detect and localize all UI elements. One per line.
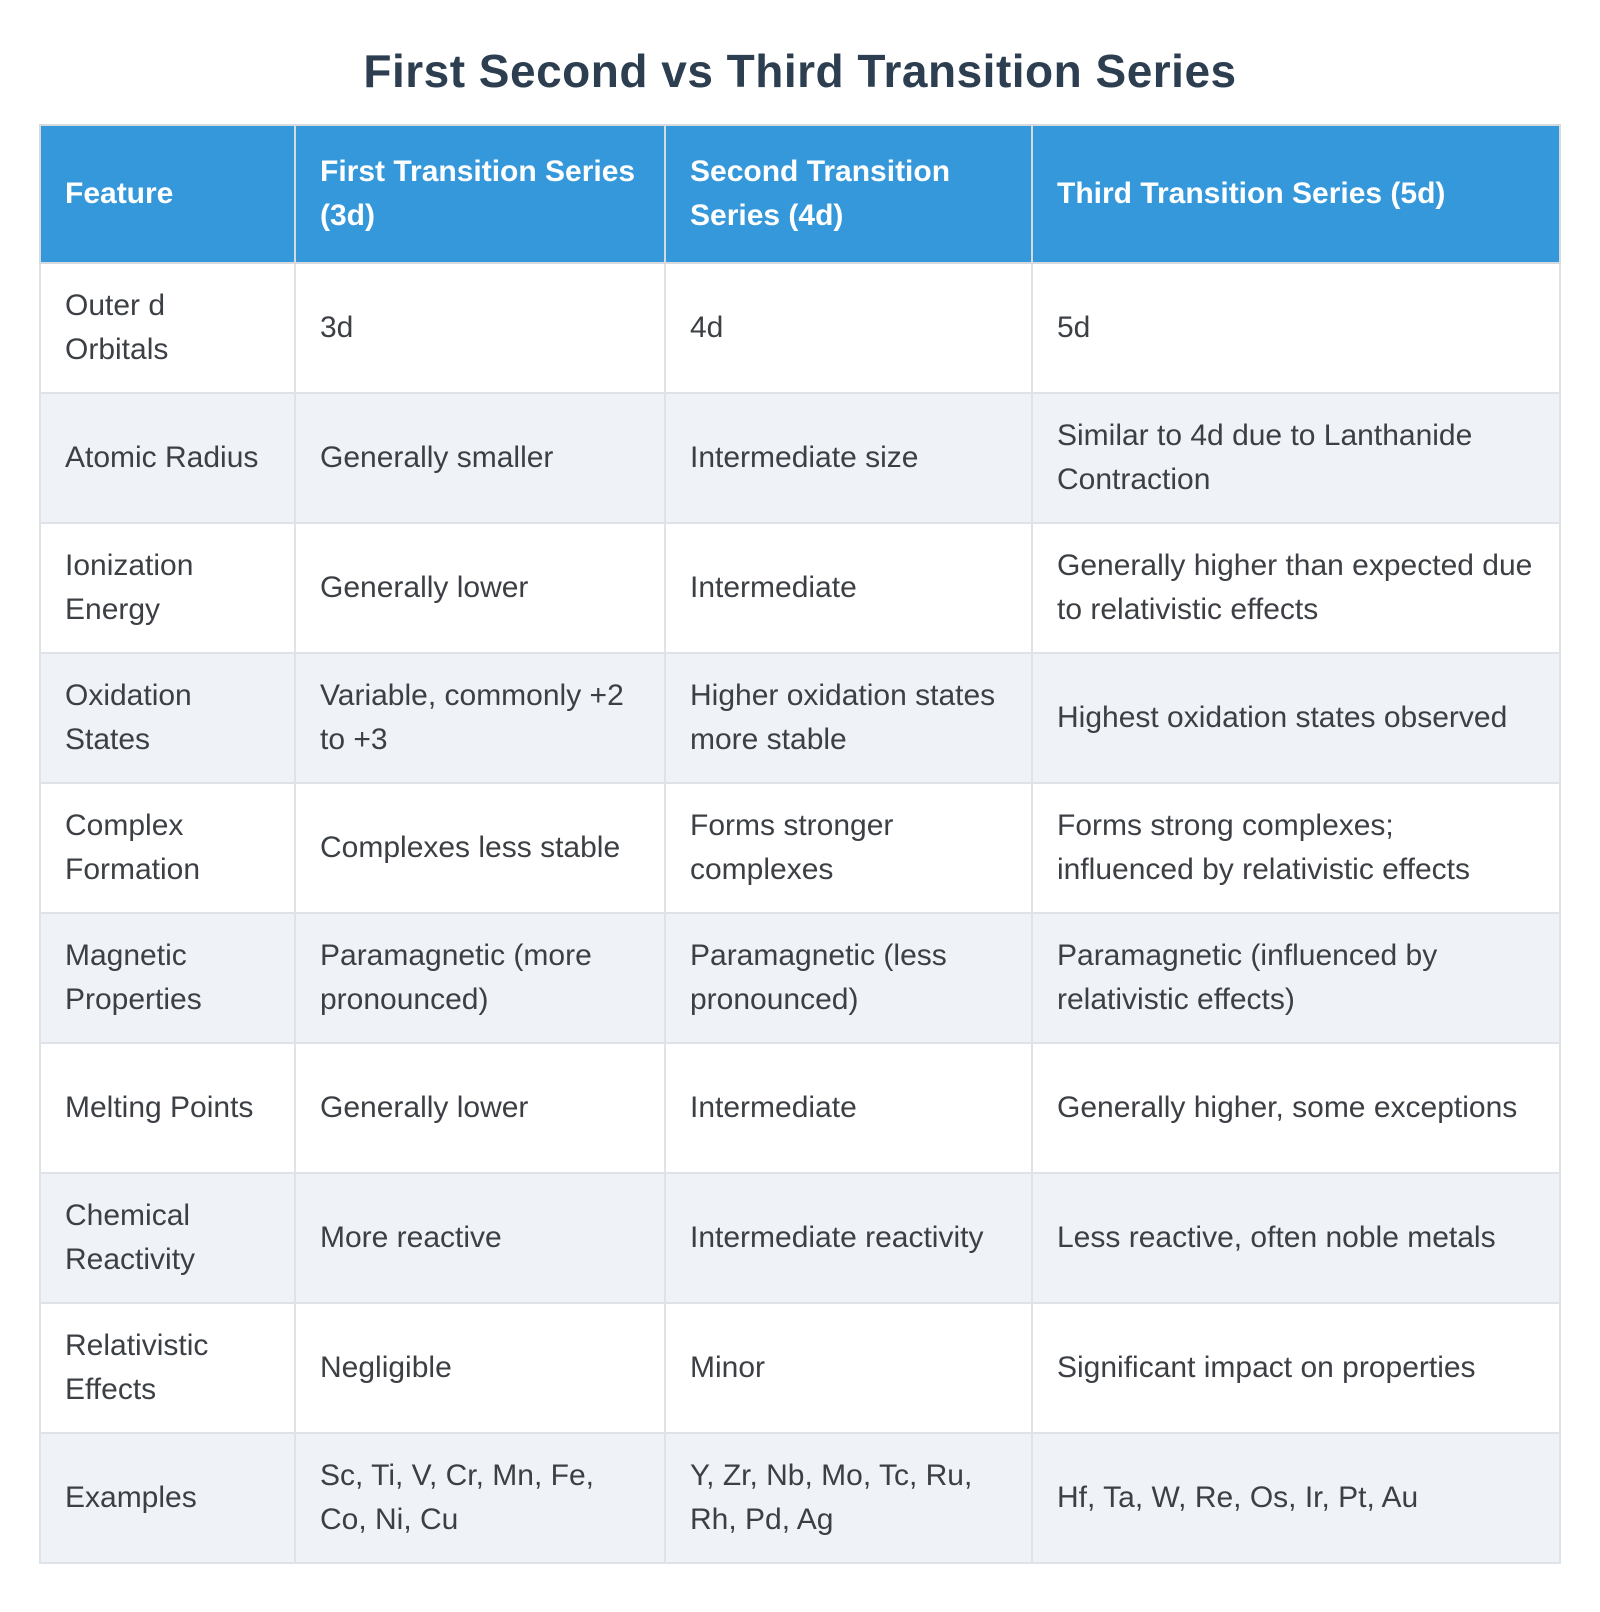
table-cell: 3d <box>294 262 666 394</box>
feature-cell: Magnetic Properties <box>39 912 296 1044</box>
table-cell: Higher oxidation states more stable <box>664 652 1033 784</box>
feature-cell: Relativistic Effects <box>39 1302 296 1434</box>
column-header-third-series: Third Transition Series (5d) <box>1031 124 1561 264</box>
table-row-relativistic-effects: Relativistic Effects Negligible Minor Si… <box>39 1302 1561 1434</box>
table-cell: Generally lower <box>294 1042 666 1174</box>
table-body: Outer d Orbitals 3d 4d 5d Atomic Radius … <box>39 262 1561 1564</box>
table-row-oxidation-states: Oxidation States Variable, commonly +2 t… <box>39 652 1561 784</box>
table-cell: Generally smaller <box>294 392 666 524</box>
table-cell: Variable, commonly +2 to +3 <box>294 652 666 784</box>
header-row: Feature First Transition Series (3d) Sec… <box>39 124 1561 264</box>
table-row-examples: Examples Sc, Ti, V, Cr, Mn, Fe, Co, Ni, … <box>39 1432 1561 1564</box>
table-header: Feature First Transition Series (3d) Sec… <box>39 124 1561 264</box>
feature-cell: Complex Formation <box>39 782 296 914</box>
column-header-first-series: First Transition Series (3d) <box>294 124 666 264</box>
table-cell: Significant impact on properties <box>1031 1302 1561 1434</box>
table-row-atomic-radius: Atomic Radius Generally smaller Intermed… <box>39 392 1561 524</box>
table-cell: Minor <box>664 1302 1033 1434</box>
table-cell: Intermediate size <box>664 392 1033 524</box>
table-cell: Generally higher, some exceptions <box>1031 1042 1561 1174</box>
table-cell: Negligible <box>294 1302 666 1434</box>
table-cell: Intermediate <box>664 1042 1033 1174</box>
feature-cell: Ionization Energy <box>39 522 296 654</box>
table-cell: 5d <box>1031 262 1561 394</box>
table-cell: 4d <box>664 262 1033 394</box>
table-cell: Generally higher than expected due to re… <box>1031 522 1561 654</box>
table-row-complex-formation: Complex Formation Complexes less stable … <box>39 782 1561 914</box>
table-cell: Forms stronger complexes <box>664 782 1033 914</box>
table-cell: Similar to 4d due to Lanthanide Contract… <box>1031 392 1561 524</box>
feature-cell: Outer d Orbitals <box>39 262 296 394</box>
table-cell: Highest oxidation states observed <box>1031 652 1561 784</box>
feature-cell: Examples <box>39 1432 296 1564</box>
table-row-chemical-reactivity: Chemical Reactivity More reactive Interm… <box>39 1172 1561 1304</box>
table-cell: Generally lower <box>294 522 666 654</box>
table-cell: Complexes less stable <box>294 782 666 914</box>
feature-cell: Oxidation States <box>39 652 296 784</box>
table-row-ionization-energy: Ionization Energy Generally lower Interm… <box>39 522 1561 654</box>
table-cell: Less reactive, often noble metals <box>1031 1172 1561 1304</box>
table-cell: Forms strong complexes; influenced by re… <box>1031 782 1561 914</box>
table-row-magnetic-properties: Magnetic Properties Paramagnetic (more p… <box>39 912 1561 1044</box>
table-cell: Paramagnetic (less pronounced) <box>664 912 1033 1044</box>
table-cell: Sc, Ti, V, Cr, Mn, Fe, Co, Ni, Cu <box>294 1432 666 1564</box>
table-cell: Paramagnetic (influenced by relativistic… <box>1031 912 1561 1044</box>
table-cell: Hf, Ta, W, Re, Os, Ir, Pt, Au <box>1031 1432 1561 1564</box>
table-row-outer-d-orbitals: Outer d Orbitals 3d 4d 5d <box>39 262 1561 394</box>
column-header-feature: Feature <box>39 124 296 264</box>
table-cell: Y, Zr, Nb, Mo, Tc, Ru, Rh, Pd, Ag <box>664 1432 1033 1564</box>
page-title: First Second vs Third Transition Series <box>363 45 1237 97</box>
column-header-second-series: Second Transition Series (4d) <box>664 124 1033 264</box>
feature-cell: Chemical Reactivity <box>39 1172 296 1304</box>
table-cell: More reactive <box>294 1172 666 1304</box>
table-row-melting-points: Melting Points Generally lower Intermedi… <box>39 1042 1561 1174</box>
table-cell: Paramagnetic (more pronounced) <box>294 912 666 1044</box>
feature-cell: Melting Points <box>39 1042 296 1174</box>
comparison-table: Feature First Transition Series (3d) Sec… <box>39 124 1561 1564</box>
feature-cell: Atomic Radius <box>39 392 296 524</box>
table-cell: Intermediate reactivity <box>664 1172 1033 1304</box>
table-cell: Intermediate <box>664 522 1033 654</box>
